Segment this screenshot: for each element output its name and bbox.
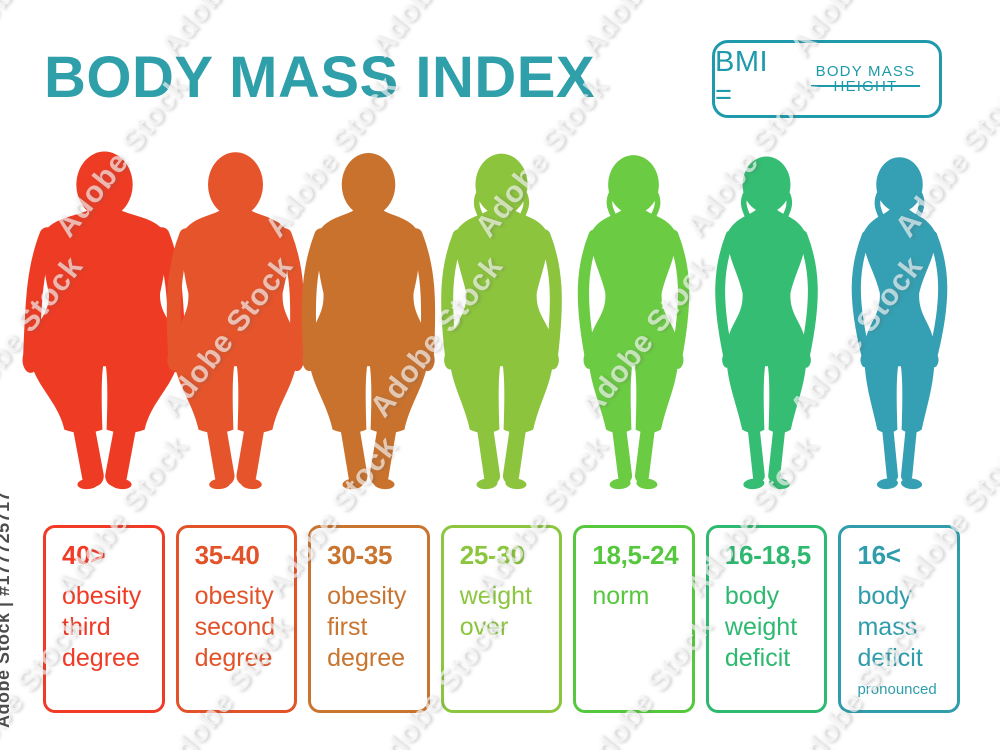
bmi-category-card-overweight: 25-30 weight over bbox=[440, 525, 563, 713]
bmi-category-card-norm: 18,5-24 norm bbox=[573, 525, 695, 713]
body-silhouette-norm bbox=[542, 148, 725, 500]
formula-lhs: BMI = bbox=[715, 46, 769, 111]
page-title: BODY MASS INDEX bbox=[44, 45, 596, 110]
watermark-tile-text: Adobe Stock bbox=[153, 249, 300, 424]
watermark-tile-text: Adobe Stock bbox=[994, 0, 1000, 64]
watermark-tile-text: Adobe Stock bbox=[783, 249, 930, 424]
bmi-range-value: 25-30 bbox=[459, 540, 525, 570]
bmi-range-value: 16-18,5 bbox=[724, 540, 811, 570]
bmi-category-card-deficit-pronounced: 16< body mass deficit pronounced bbox=[838, 525, 961, 713]
body-silhouette-obesity-3 bbox=[13, 148, 196, 500]
bmi-category-card-obesity-3: 40> obesity third degree bbox=[43, 525, 165, 713]
body-silhouette-deficit bbox=[675, 148, 858, 500]
bmi-category-card-obesity-2: 35-40 obesity second degree bbox=[175, 525, 298, 713]
watermark-tile-text: Adobe Stock bbox=[0, 249, 90, 424]
bmi-category-note: pronounced bbox=[857, 681, 937, 698]
body-silhouette-overweight bbox=[410, 148, 593, 500]
watermark-tile-text: Adobe Stock bbox=[573, 249, 720, 424]
bmi-formula-box: BMI = BODY MASS HEIGHT bbox=[712, 40, 942, 118]
bmi-range-value: 40> bbox=[62, 540, 106, 570]
bmi-category-label: obesity second degree bbox=[194, 582, 276, 672]
bmi-category-label: norm bbox=[592, 582, 650, 610]
bmi-range-value: 35-40 bbox=[194, 540, 260, 570]
watermark-tile-text: Adobe Stock bbox=[993, 610, 1000, 750]
bmi-category-label: obesity third degree bbox=[62, 582, 142, 672]
formula-fraction: BODY MASS HEIGHT bbox=[792, 63, 939, 95]
formula-denominator: HEIGHT bbox=[833, 78, 898, 95]
bmi-range-value: 16< bbox=[857, 540, 901, 570]
watermark-tile-text: Adobe Stock bbox=[993, 250, 1000, 424]
watermark-tile-text: Adobe Stock bbox=[574, 0, 720, 64]
bmi-category-label: body mass deficit bbox=[857, 582, 923, 672]
watermark-id-text: Adobe Stock | #177725717 bbox=[0, 490, 13, 728]
bmi-range-value: 30-35 bbox=[327, 540, 393, 570]
body-silhouette-deficit-pronounced bbox=[808, 148, 991, 500]
bmi-category-card-obesity-1: 30-35 obesity first degree bbox=[308, 525, 430, 713]
bmi-category-label: weight over bbox=[459, 582, 532, 641]
bmi-category-card-deficit: 16-18,5 body weight deficit bbox=[705, 525, 828, 713]
formula-numerator: BODY MASS bbox=[810, 63, 921, 87]
bmi-category-label: obesity first degree bbox=[327, 582, 407, 672]
category-cards-row: 40> obesity third degree 35-40 obesity seco… bbox=[43, 525, 961, 713]
body-silhouette-obesity-1 bbox=[277, 148, 460, 500]
bmi-category-label: body weight deficit bbox=[724, 582, 798, 672]
body-silhouette-obesity-2 bbox=[144, 148, 327, 500]
watermark-tile-text: Adobe Stock bbox=[363, 249, 510, 424]
bmi-range-value: 18,5-24 bbox=[592, 540, 679, 570]
